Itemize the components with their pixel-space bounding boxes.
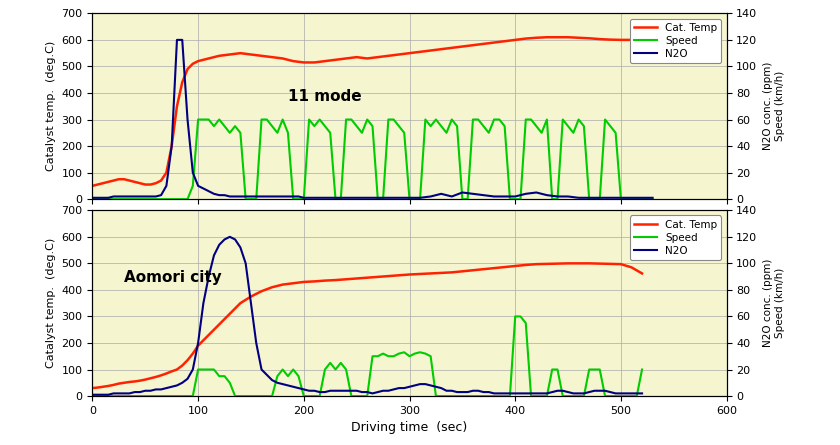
Text: Aomori city: Aomori city — [124, 270, 222, 285]
Text: 11 mode: 11 mode — [288, 89, 361, 104]
Y-axis label: Catalyst temp.  (deg.C): Catalyst temp. (deg.C) — [46, 41, 56, 171]
Y-axis label: N2O conc. (ppm)
Speed (km/h): N2O conc. (ppm) Speed (km/h) — [763, 259, 785, 348]
Y-axis label: Catalyst temp.  (deg.C): Catalyst temp. (deg.C) — [46, 238, 56, 368]
X-axis label: Driving time  (sec): Driving time (sec) — [351, 421, 468, 434]
Legend: Cat. Temp, Speed, N2O: Cat. Temp, Speed, N2O — [630, 19, 722, 63]
Y-axis label: N2O conc. (ppm)
Speed (km/h): N2O conc. (ppm) Speed (km/h) — [763, 62, 785, 150]
Legend: Cat. Temp, Speed, N2O: Cat. Temp, Speed, N2O — [630, 215, 722, 260]
